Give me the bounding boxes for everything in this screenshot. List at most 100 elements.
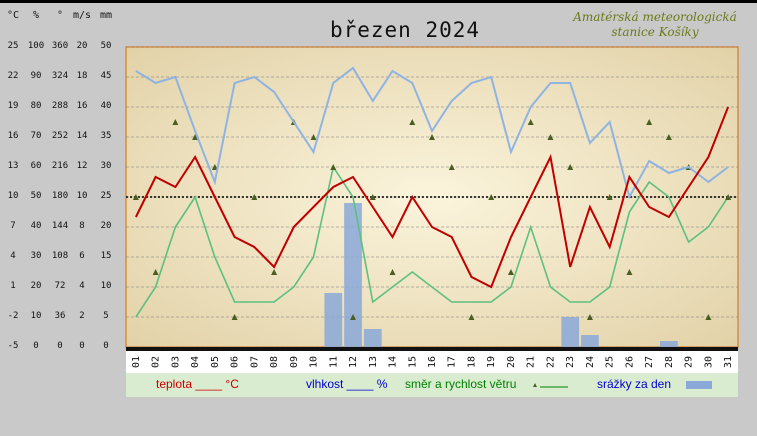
scale-direction-label: 72 bbox=[54, 281, 66, 291]
scale-precip-label: 10 bbox=[100, 281, 112, 291]
scale-humidity-label: 90 bbox=[30, 71, 42, 81]
scale-speed-label: 12 bbox=[76, 161, 88, 171]
x-tick-label: 06 bbox=[230, 356, 241, 368]
wind-speed-line bbox=[135, 164, 729, 318]
scale-precip-label: 0 bbox=[103, 341, 109, 351]
scale-humidity-label: 80 bbox=[30, 101, 42, 111]
wind-direction-marker bbox=[586, 314, 593, 320]
precip-bar bbox=[660, 341, 678, 347]
wind-direction-marker bbox=[705, 314, 712, 320]
wind-direction-marker bbox=[429, 134, 435, 140]
legend-precip-swatch bbox=[686, 381, 712, 389]
unit-precip: mm bbox=[99, 10, 113, 21]
scale-direction-label: 108 bbox=[51, 251, 69, 261]
station-name: Amatérská meteorologická stanice Košíky bbox=[560, 10, 750, 40]
unit-speed: m/s bbox=[72, 10, 92, 21]
scale-humidity-label: 50 bbox=[30, 191, 42, 201]
scale-direction-label: 252 bbox=[51, 131, 69, 141]
x-tick-label: 27 bbox=[644, 356, 655, 368]
scale-precip-label: 15 bbox=[100, 251, 112, 261]
wind-direction-marker bbox=[507, 269, 514, 275]
scale-direction-label: 0 bbox=[57, 341, 63, 351]
wind-direction-marker bbox=[725, 194, 732, 200]
x-tick-label: 26 bbox=[624, 356, 635, 368]
unit-direction: ° bbox=[56, 10, 64, 21]
x-tick-label: 23 bbox=[565, 356, 576, 368]
precip-bar bbox=[324, 293, 343, 347]
wind-direction-marker bbox=[547, 134, 554, 140]
wind-direction-marker bbox=[172, 119, 179, 125]
x-tick-label: 25 bbox=[605, 356, 616, 368]
scale-precip-label: 5 bbox=[103, 311, 109, 321]
scale-precip-label: 25 bbox=[100, 191, 112, 201]
legend-temperature: teplota ____ °C bbox=[156, 377, 239, 391]
x-tick-label: 13 bbox=[368, 356, 379, 368]
scale-speed-label: 20 bbox=[76, 41, 88, 51]
scale-direction-label: 216 bbox=[51, 161, 69, 171]
wind-direction-marker bbox=[527, 119, 534, 125]
scale-direction-label: 360 bbox=[51, 41, 69, 51]
x-axis-band bbox=[126, 351, 738, 373]
wind-direction-marker bbox=[251, 194, 258, 200]
chart-title: březen 2024 bbox=[329, 18, 481, 42]
wind-direction-marker bbox=[369, 194, 376, 200]
scale-direction-label: 324 bbox=[51, 71, 69, 81]
x-tick-label: 02 bbox=[151, 356, 162, 368]
scale-temperature-label: 16 bbox=[7, 131, 19, 141]
wind-direction-marker bbox=[448, 164, 455, 170]
precip-bar bbox=[363, 329, 382, 347]
scale-temperature-label: 22 bbox=[7, 71, 19, 81]
legend-precip: srážky za den bbox=[597, 377, 672, 391]
scale-humidity-label: 40 bbox=[30, 221, 42, 231]
x-tick-label: 10 bbox=[309, 356, 320, 368]
precip-bar bbox=[581, 335, 599, 347]
scale-speed-label: 6 bbox=[79, 251, 85, 261]
wind-direction-marker bbox=[488, 194, 495, 200]
wind-direction-marker bbox=[132, 194, 139, 200]
temperature-line bbox=[135, 106, 730, 289]
wind-direction-marker bbox=[626, 269, 633, 275]
x-tick-label: 01 bbox=[131, 356, 142, 368]
legend-humidity: vlhkost ____ % bbox=[306, 377, 388, 391]
wind-direction-marker bbox=[409, 119, 416, 125]
scale-temperature-label: 10 bbox=[7, 191, 19, 201]
scale-direction-label: 288 bbox=[51, 101, 69, 111]
x-tick-label: 04 bbox=[190, 356, 201, 368]
wind-direction-marker bbox=[310, 134, 317, 140]
top-border bbox=[0, 0, 757, 3]
scale-temperature-label: -2 bbox=[7, 311, 19, 321]
x-tick-label: 31 bbox=[723, 356, 734, 368]
scale-direction-label: 144 bbox=[51, 221, 69, 231]
x-tick-label: 30 bbox=[703, 356, 714, 368]
wind-direction-marker bbox=[350, 314, 357, 320]
station-name-line-2: stanice Košíky bbox=[611, 25, 699, 39]
scale-speed-label: 4 bbox=[79, 281, 85, 291]
wind-direction-marker bbox=[211, 164, 218, 170]
unit-humidity: % bbox=[32, 10, 40, 21]
scale-temperature-label: 4 bbox=[10, 251, 16, 261]
scale-direction-label: 36 bbox=[54, 311, 66, 321]
x-tick-label: 09 bbox=[289, 356, 300, 368]
scale-temperature-label: 7 bbox=[10, 221, 16, 231]
wind-direction-marker bbox=[231, 314, 238, 320]
scale-temperature-label: 25 bbox=[7, 41, 19, 51]
x-tick-label: 15 bbox=[407, 356, 418, 368]
x-tick-label: 22 bbox=[545, 356, 556, 368]
precip-bar bbox=[561, 317, 580, 347]
scale-precip-label: 20 bbox=[100, 221, 112, 231]
scale-precip-label: 35 bbox=[100, 131, 112, 141]
x-tick-label: 07 bbox=[249, 356, 260, 368]
unit-temperature: °C bbox=[6, 10, 20, 21]
x-tick-label: 12 bbox=[348, 356, 359, 368]
scale-temperature-label: 1 bbox=[10, 281, 16, 291]
scale-humidity-label: 100 bbox=[27, 41, 45, 51]
wind-direction-marker bbox=[567, 164, 574, 170]
x-tick-label: 14 bbox=[388, 356, 399, 368]
x-tick-label: 20 bbox=[506, 356, 517, 368]
wind-direction-marker bbox=[271, 269, 278, 275]
wind-direction-marker bbox=[606, 194, 613, 200]
scale-speed-label: 2 bbox=[79, 311, 85, 321]
x-tick-label: 11 bbox=[328, 356, 339, 368]
scale-speed-label: 16 bbox=[76, 101, 88, 111]
